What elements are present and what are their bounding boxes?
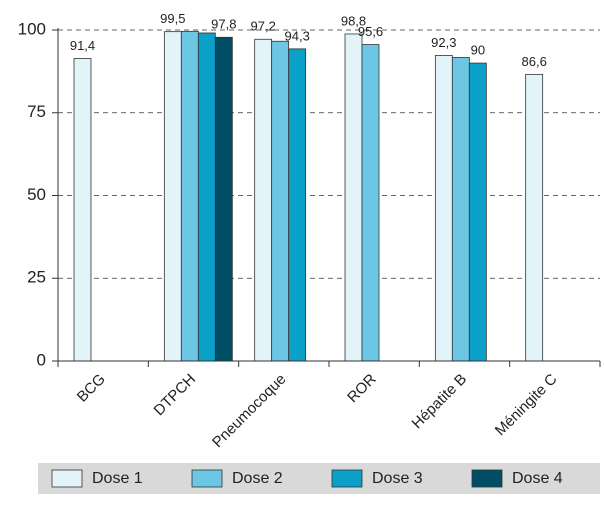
bar bbox=[254, 38, 273, 362]
legend-swatch bbox=[51, 469, 83, 488]
bar bbox=[163, 31, 182, 362]
legend-swatch bbox=[471, 469, 503, 488]
value-label: 91,4 bbox=[70, 38, 95, 53]
y-tick-label: 50 bbox=[27, 185, 46, 204]
value-label: 94,3 bbox=[285, 28, 310, 43]
bar bbox=[434, 55, 453, 362]
value-label: 98,8 bbox=[341, 13, 366, 28]
x-tick-label: Pneumocoque bbox=[209, 371, 289, 451]
x-tick-label: ROR bbox=[344, 371, 380, 407]
legend-label: Dose 2 bbox=[232, 470, 283, 487]
bar bbox=[361, 44, 380, 362]
x-tick-label: Hépatite B bbox=[409, 371, 471, 433]
value-label: 97,2 bbox=[251, 19, 276, 34]
value-label: 95,6 bbox=[358, 24, 383, 39]
value-label: 86,6 bbox=[522, 54, 547, 69]
bar bbox=[214, 36, 233, 362]
bar bbox=[73, 58, 92, 362]
value-label: 99,5 bbox=[160, 11, 185, 26]
x-tick-label: BCG bbox=[74, 371, 109, 406]
bar bbox=[197, 32, 216, 362]
legend-background bbox=[38, 463, 600, 494]
value-label: 97,8 bbox=[211, 17, 236, 32]
value-label: 92,3 bbox=[431, 35, 456, 50]
bar bbox=[180, 30, 199, 362]
legend-label: Dose 4 bbox=[512, 470, 563, 487]
x-tick-label: Méningite C bbox=[492, 371, 561, 440]
x-tick-label: DTPCH bbox=[151, 371, 200, 420]
y-tick-label: 75 bbox=[27, 102, 46, 121]
value-label: 90 bbox=[471, 43, 485, 58]
y-tick-label: 0 bbox=[37, 350, 46, 369]
legend-label: Dose 3 bbox=[372, 470, 423, 487]
bar bbox=[288, 48, 307, 362]
legend-swatch bbox=[191, 469, 223, 488]
bar bbox=[468, 62, 487, 362]
y-tick-label: 25 bbox=[27, 268, 46, 287]
bar bbox=[451, 57, 470, 362]
bar bbox=[525, 73, 544, 362]
bar bbox=[271, 40, 290, 362]
legend-swatch bbox=[331, 469, 363, 488]
bar bbox=[344, 33, 363, 362]
y-tick-label: 100 bbox=[18, 19, 46, 38]
legend-label: Dose 1 bbox=[92, 470, 143, 487]
